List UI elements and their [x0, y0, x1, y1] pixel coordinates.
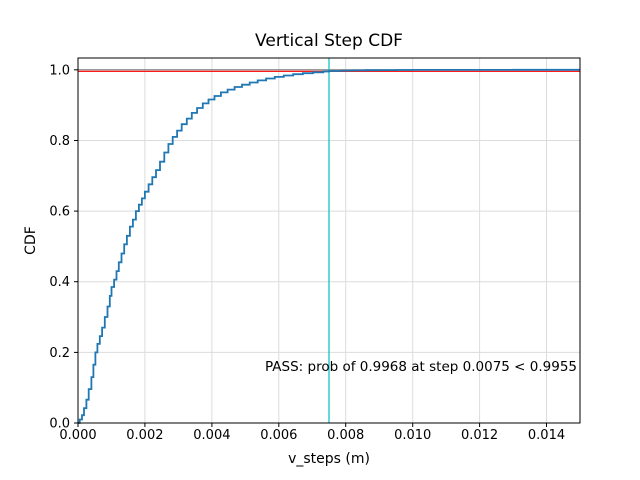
y-axis-label: CDF	[23, 226, 39, 255]
cdf-curve	[78, 68, 580, 424]
y-tick-label: 1.0	[49, 63, 70, 78]
x-tick-label: 0.004	[193, 428, 230, 443]
x-tick-label: 0.000	[59, 428, 96, 443]
axis-ticks: 0.000 0.002 0.004 0.006 0.008 0.010 0.012 0.014…	[49, 63, 565, 443]
x-tick-label: 0.012	[461, 428, 498, 443]
y-tick-label: 0.8	[49, 134, 70, 149]
chart-title: Vertical Step CDF	[255, 31, 403, 51]
y-tick-label: 0.6	[49, 205, 70, 220]
pass-annotation: PASS: prob of 0.9968 at step 0.0075 < 0.…	[265, 359, 577, 375]
x-tick-label: 0.010	[394, 428, 431, 443]
y-tick-label: 0.4	[49, 275, 70, 290]
plot-border	[77, 57, 581, 424]
x-tick-label: 0.006	[260, 428, 297, 443]
x-axis-label: v_steps (m)	[288, 451, 370, 467]
x-tick-label: 0.002	[126, 428, 163, 443]
x-tick-label: 0.014	[528, 428, 565, 443]
y-tick-label: 0.0	[49, 417, 70, 432]
y-tick-label: 0.2	[49, 346, 70, 361]
x-tick-label: 0.008	[327, 428, 364, 443]
